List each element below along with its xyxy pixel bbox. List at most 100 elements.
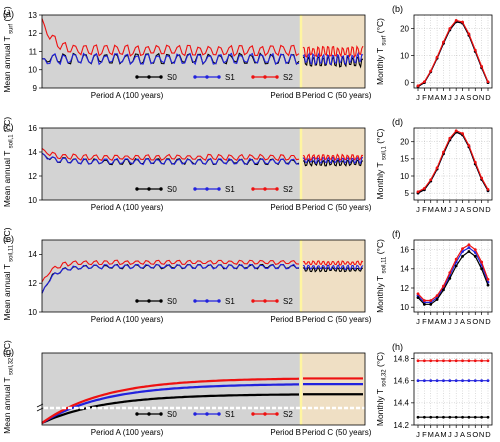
ytick-label-f: 14 xyxy=(400,265,409,274)
ytick-label-d: 5 xyxy=(405,189,410,198)
xtick-label-h: F xyxy=(422,430,427,439)
xtick-label-h: M xyxy=(428,430,434,439)
plot-background-f xyxy=(414,240,492,312)
y-axis-label-h-text: Monthly T soil,32 (°C) xyxy=(375,352,388,426)
xtick-label-b: J xyxy=(454,93,458,102)
series-S0-point-h xyxy=(480,416,483,419)
xtick-label-b: J xyxy=(448,93,452,102)
legend-label-S1-a: S1 xyxy=(225,73,235,82)
ytick-label-h: 14.4 xyxy=(393,399,409,408)
series-S2-point-f xyxy=(468,243,471,246)
legend-marker-S2-g xyxy=(263,412,266,415)
legend-marker-S1-e xyxy=(217,299,220,302)
series-S0-point-f xyxy=(487,284,490,287)
legend-marker-S1-g xyxy=(217,412,220,415)
xtick-label-d: J xyxy=(454,205,458,214)
series-S2-point-f xyxy=(474,248,477,251)
series-S0-point-h xyxy=(442,416,445,419)
legend-marker-S2-g xyxy=(275,412,278,415)
series-S0-point-h xyxy=(468,416,471,419)
ytick-label-f: 10 xyxy=(400,303,409,312)
xtick-label-d: A xyxy=(435,205,440,214)
series-S0-point-f xyxy=(423,303,426,306)
legend-marker-S0-e xyxy=(147,299,150,302)
xtick-label-h: S xyxy=(466,430,471,439)
xtick-label-f: D xyxy=(485,317,491,326)
series-S0-point-f xyxy=(474,255,477,258)
legend-label-S0-a: S0 xyxy=(167,73,177,82)
panel-label-h: (h) xyxy=(392,342,403,352)
legend-marker-S1-e xyxy=(193,299,196,302)
legend-marker-S2-c xyxy=(275,187,278,190)
series-S2-point-d xyxy=(417,190,420,193)
xtick-label-f: F xyxy=(422,317,427,326)
legend-marker-S1-a xyxy=(205,75,208,78)
series-S2-point-h xyxy=(429,359,432,362)
series-S0-point-h xyxy=(417,416,420,419)
series-S2-point-f xyxy=(436,294,439,297)
xtick-label-h: O xyxy=(472,430,478,439)
series-S0-point-h xyxy=(436,416,439,419)
y-axis-label-f: Monthly T soil,11 (°C) xyxy=(375,239,388,313)
legend-marker-S1-c xyxy=(193,187,196,190)
period-b-label-a: Period B xyxy=(270,91,301,100)
xtick-label-h: J xyxy=(448,430,452,439)
series-S0-point-f xyxy=(468,250,471,253)
series-S0-point-f xyxy=(417,296,420,299)
series-S2-point-f xyxy=(487,278,490,281)
ytick-label-c: 12 xyxy=(28,172,37,181)
series-S2-point-d xyxy=(455,129,458,132)
period-a-label-c: Period A (100 years) xyxy=(91,203,164,212)
legend-marker-S1-g xyxy=(205,412,208,415)
series-S2-point-d xyxy=(423,187,426,190)
xtick-label-f: J xyxy=(454,317,458,326)
xtick-label-h: A xyxy=(460,430,465,439)
xtick-label-d: S xyxy=(466,205,471,214)
series-S2-point-d xyxy=(442,151,445,154)
legend-marker-S0-a xyxy=(147,75,150,78)
series-S0-point-f xyxy=(480,267,483,270)
series-S1-point-f xyxy=(468,246,471,249)
series-S2-point-h xyxy=(455,359,458,362)
series-S2-point-d xyxy=(429,178,432,181)
ytick-label-b: 20 xyxy=(400,24,409,33)
xtick-label-h: A xyxy=(435,430,440,439)
series-S2-point-d xyxy=(480,177,483,180)
series-S2-point-b xyxy=(487,80,490,83)
legend-label-S0-e: S0 xyxy=(167,297,177,306)
series-S2-point-h xyxy=(474,359,477,362)
series-S0-point-f xyxy=(461,255,464,258)
period-a-label-g: Period A (100 years) xyxy=(91,428,164,437)
ytick-label-a: 9 xyxy=(33,84,38,93)
series-S2-point-b xyxy=(436,56,439,59)
series-S1-point-h xyxy=(423,379,426,382)
xtick-label-f: N xyxy=(479,317,484,326)
y-axis-label-a: Mean annual T surf (°C) xyxy=(2,6,15,93)
series-S0-point-f xyxy=(442,289,445,292)
period-c-background-a xyxy=(301,15,365,88)
legend-marker-S1-g xyxy=(193,412,196,415)
period-c-label-e: Period C (50 years) xyxy=(302,315,372,324)
series-S2-point-d xyxy=(448,137,451,140)
series-S2-point-d xyxy=(436,166,439,169)
ytick-label-e: 14 xyxy=(28,250,37,259)
series-S2-point-h xyxy=(442,359,445,362)
xtick-label-f: A xyxy=(435,317,440,326)
y-axis-label-b: Monthly T surf (°C) xyxy=(375,18,388,85)
xtick-label-b: O xyxy=(472,93,478,102)
legend-label-S2-e: S2 xyxy=(283,297,293,306)
series-S2-point-f xyxy=(442,285,445,288)
period-c-label-a: Period C (50 years) xyxy=(302,91,372,100)
xtick-label-d: F xyxy=(422,205,427,214)
period-b-label-g: Period B xyxy=(270,428,301,437)
series-S2-point-d xyxy=(461,132,464,135)
series-S0-point-h xyxy=(423,416,426,419)
series-S2-point-f xyxy=(461,247,464,250)
xtick-label-d: J xyxy=(416,205,420,214)
ytick-label-h: 14.6 xyxy=(393,376,409,385)
legend-label-S2-a: S2 xyxy=(283,73,293,82)
legend-marker-S0-c xyxy=(135,187,138,190)
ytick-label-a: 11 xyxy=(29,47,38,56)
series-S0-point-f xyxy=(436,298,439,301)
legend-marker-S0-c xyxy=(159,187,162,190)
